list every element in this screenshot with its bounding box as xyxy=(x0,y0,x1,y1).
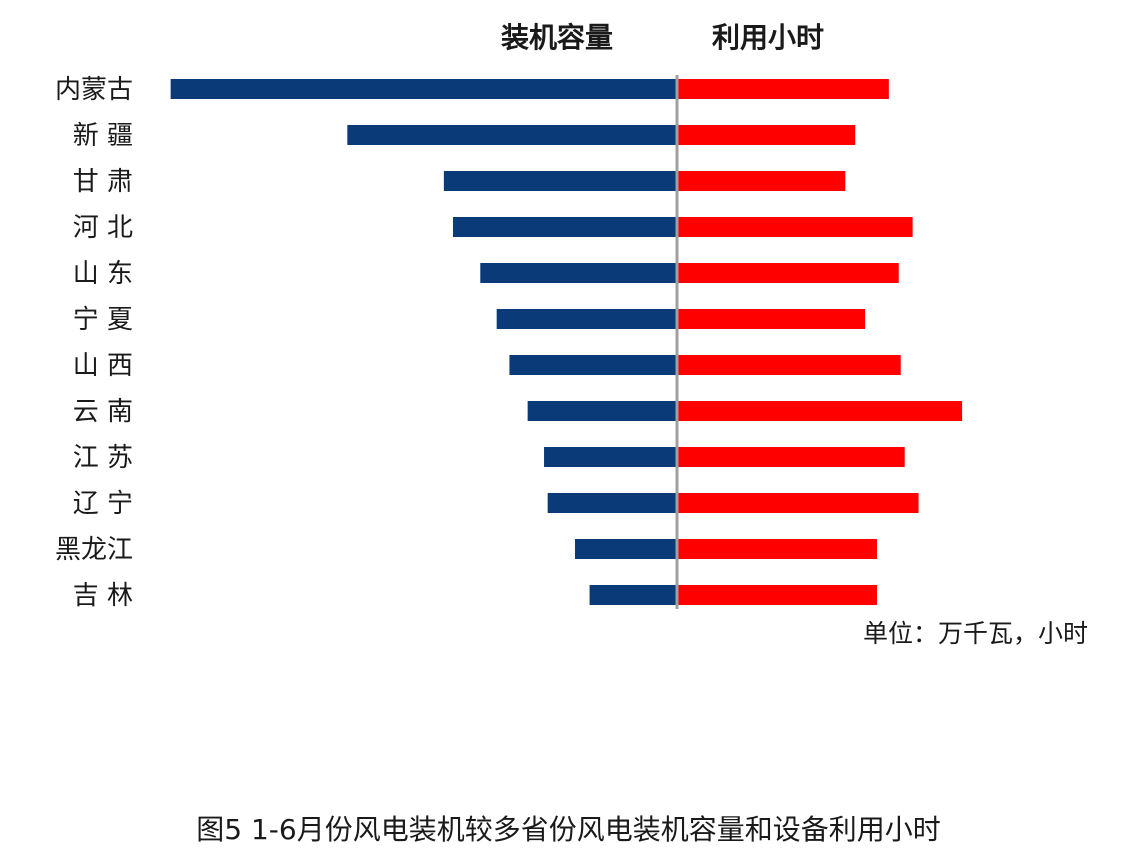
capacity-bar xyxy=(443,171,677,191)
figure-caption: 图5 1-6月份风电装机较多省份风电装机容量和设备利用小时 xyxy=(196,813,941,846)
hours-bar xyxy=(677,217,913,237)
category-label: 内蒙古 xyxy=(55,75,133,105)
hours-bar xyxy=(677,125,856,145)
category-label: 河 北 xyxy=(73,213,133,243)
hours-bar xyxy=(677,447,905,467)
capacity-bar xyxy=(527,401,677,421)
hours-bars xyxy=(677,79,963,605)
capacity-bar xyxy=(170,79,677,99)
category-label: 吉 林 xyxy=(73,581,133,611)
category-label: 甘 肃 xyxy=(73,167,133,197)
capacity-bar xyxy=(509,355,677,375)
capacity-bar xyxy=(347,125,677,145)
category-label: 山 东 xyxy=(73,259,133,289)
hours-bar xyxy=(677,309,866,329)
hours-bar xyxy=(677,263,899,283)
hours-bar xyxy=(677,539,877,559)
category-label: 新 疆 xyxy=(73,121,133,151)
category-label: 宁 夏 xyxy=(73,305,133,335)
hours-bar xyxy=(677,585,877,605)
unit-label: 单位：万千瓦，小时 xyxy=(863,619,1088,648)
category-label: 山 西 xyxy=(73,351,133,381)
capacity-bars xyxy=(170,79,677,605)
hours-bar xyxy=(677,401,963,421)
hours-bar xyxy=(677,171,846,191)
series-label-hours: 利用小时 xyxy=(712,21,824,54)
category-label: 云 南 xyxy=(73,397,133,427)
category-label: 黑龙江 xyxy=(55,535,133,565)
capacity-bar xyxy=(589,585,677,605)
hours-bar xyxy=(677,493,919,513)
capacity-bar xyxy=(480,263,677,283)
series-label-capacity: 装机容量 xyxy=(501,21,613,54)
category-label: 江 苏 xyxy=(73,443,133,473)
capacity-bar xyxy=(575,539,677,559)
capacity-bar xyxy=(547,493,677,513)
hours-bar xyxy=(677,79,889,99)
category-label: 辽 宁 xyxy=(73,489,133,519)
capacity-bar xyxy=(452,217,677,237)
capacity-bar xyxy=(544,447,677,467)
capacity-bar xyxy=(496,309,677,329)
hours-bar xyxy=(677,355,901,375)
